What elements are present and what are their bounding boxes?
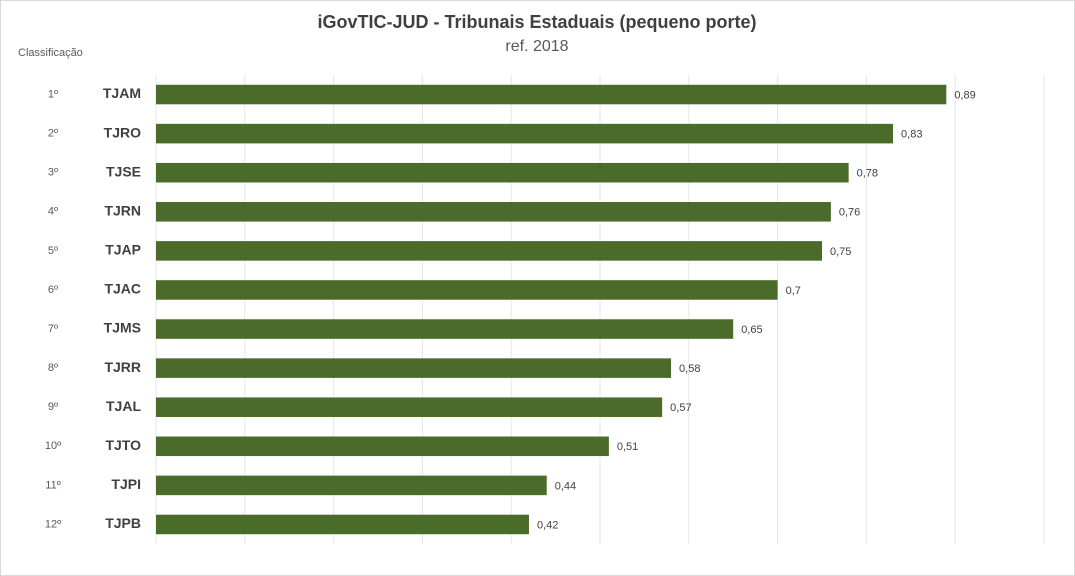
y-tick-label: TJMS xyxy=(104,320,141,336)
rank-label: 11º xyxy=(45,479,60,491)
y-tick-label: TJAM xyxy=(103,85,141,101)
rank-label: 2º xyxy=(48,128,58,140)
rank-axis-label: Classificação xyxy=(18,47,83,59)
chart-subtitle: ref. 2018 xyxy=(505,38,568,55)
data-label: 0,7 xyxy=(786,285,801,297)
data-label: 0,76 xyxy=(839,207,860,219)
bar xyxy=(156,319,734,339)
bar xyxy=(156,514,529,535)
bar xyxy=(156,162,849,183)
bar xyxy=(156,84,947,105)
bar xyxy=(156,358,672,378)
bar xyxy=(156,123,894,144)
bar xyxy=(156,202,831,222)
data-label: 0,51 xyxy=(617,441,638,453)
data-label: 0,58 xyxy=(679,363,700,375)
y-tick-label: TJSE xyxy=(106,163,141,179)
y-tick-label: TJAC xyxy=(104,281,141,297)
bar xyxy=(156,475,547,496)
rank-label: 3º xyxy=(48,167,58,179)
bar xyxy=(156,280,778,300)
y-tick-label: TJPB xyxy=(105,515,141,531)
data-label: 0,57 xyxy=(670,402,691,414)
y-tick-label: TJRN xyxy=(104,202,141,218)
rank-label: 8º xyxy=(48,362,58,374)
data-label: 0,65 xyxy=(741,324,762,336)
bar xyxy=(156,397,663,417)
rank-label: 9º xyxy=(48,401,58,413)
y-tick-label: TJRO xyxy=(104,124,141,140)
rank-label: 5º xyxy=(48,245,58,257)
data-label: 0,42 xyxy=(537,519,558,531)
data-label: 0,83 xyxy=(901,129,922,141)
y-tick-label: TJRR xyxy=(104,359,141,375)
rank-label: 7º xyxy=(48,323,58,335)
y-tick-label: TJAL xyxy=(106,398,141,414)
data-label: 0,78 xyxy=(857,168,878,180)
y-tick-label: TJTO xyxy=(105,437,141,453)
rank-label: 4º xyxy=(48,206,58,218)
y-tick-label: TJAP xyxy=(105,242,141,258)
bar xyxy=(156,436,609,457)
rank-label: 6º xyxy=(48,284,58,296)
rank-label: 12º xyxy=(45,518,61,530)
rank-label: 10º xyxy=(45,440,61,452)
data-label: 0,75 xyxy=(830,246,851,258)
rank-label: 1º xyxy=(48,88,58,100)
data-label: 0,89 xyxy=(954,89,975,101)
chart-title: iGovTIC-JUD - Tribunais Estaduais (peque… xyxy=(317,12,756,32)
bar xyxy=(156,241,822,261)
y-tick-label: TJPI xyxy=(111,476,141,492)
data-label: 0,44 xyxy=(555,480,576,492)
